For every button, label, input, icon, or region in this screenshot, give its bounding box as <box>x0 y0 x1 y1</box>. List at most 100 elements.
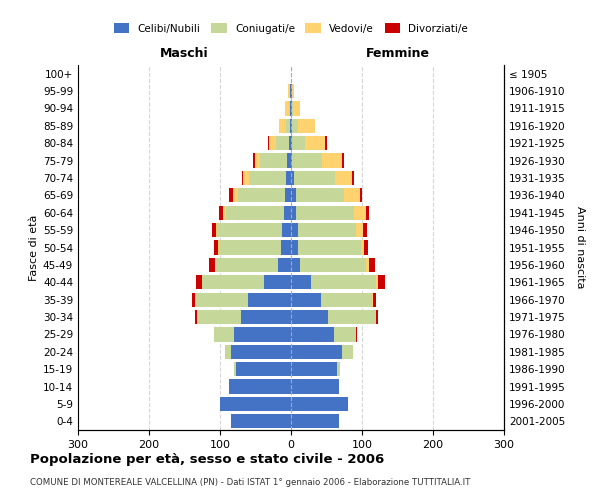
Bar <box>281 240 291 254</box>
Bar <box>291 240 361 254</box>
Bar <box>291 292 321 307</box>
Bar <box>291 118 315 133</box>
Bar <box>253 154 291 168</box>
Bar <box>291 206 354 220</box>
Bar <box>291 102 300 116</box>
Bar <box>233 188 291 202</box>
Y-axis label: Fasce di età: Fasce di età <box>29 214 39 280</box>
Bar <box>283 223 291 237</box>
Bar <box>197 310 291 324</box>
Bar <box>276 136 291 150</box>
Bar <box>202 275 291 289</box>
Bar <box>195 310 291 324</box>
Bar <box>291 328 356 342</box>
Bar <box>229 380 291 394</box>
Bar <box>288 84 291 98</box>
Bar <box>291 118 315 133</box>
Bar <box>223 206 291 220</box>
Bar <box>234 328 291 342</box>
Bar <box>196 275 291 289</box>
Bar <box>212 223 291 237</box>
Bar <box>291 362 340 376</box>
Bar <box>214 240 291 254</box>
Bar <box>291 84 294 98</box>
Bar <box>291 275 377 289</box>
Bar <box>215 258 291 272</box>
Bar <box>229 380 291 394</box>
Bar <box>286 171 291 185</box>
Bar <box>291 275 311 289</box>
Y-axis label: Anni di nascita: Anni di nascita <box>575 206 585 289</box>
Bar <box>291 188 360 202</box>
Bar <box>290 102 291 116</box>
Bar <box>291 310 376 324</box>
Bar <box>291 258 375 272</box>
Bar <box>214 328 291 342</box>
Text: Maschi: Maschi <box>160 47 209 60</box>
Bar <box>291 240 298 254</box>
Bar <box>289 102 291 116</box>
Bar <box>255 154 291 168</box>
Bar <box>291 136 292 150</box>
Bar <box>220 397 291 411</box>
Bar <box>242 171 291 185</box>
Bar <box>291 154 292 168</box>
Bar <box>284 206 291 220</box>
Bar <box>249 171 291 185</box>
Bar <box>278 258 291 272</box>
Bar <box>291 344 353 359</box>
Bar <box>234 362 291 376</box>
Bar <box>214 328 291 342</box>
Bar <box>290 84 291 98</box>
Bar <box>291 344 353 359</box>
Bar <box>230 414 291 428</box>
Bar <box>229 380 291 394</box>
Bar <box>291 328 356 342</box>
Bar <box>291 328 334 342</box>
Bar <box>226 206 291 220</box>
Bar <box>234 362 291 376</box>
Bar <box>291 362 340 376</box>
Bar <box>291 275 385 289</box>
Bar <box>195 292 291 307</box>
Bar <box>289 136 291 150</box>
Bar <box>291 171 352 185</box>
Legend: Celibi/Nubili, Coniugati/e, Vedovi/e, Divorziati/e: Celibi/Nubili, Coniugati/e, Vedovi/e, Di… <box>110 19 472 38</box>
Bar <box>225 344 291 359</box>
Bar <box>220 397 291 411</box>
Bar <box>291 102 293 116</box>
Bar <box>260 154 291 168</box>
Bar <box>288 84 291 98</box>
Bar <box>216 258 291 272</box>
Bar <box>291 362 337 376</box>
Bar <box>291 414 339 428</box>
Bar <box>291 310 376 324</box>
Bar <box>291 292 376 307</box>
Bar <box>287 154 291 168</box>
Bar <box>291 188 344 202</box>
Bar <box>220 397 291 411</box>
Bar <box>291 84 292 98</box>
Bar <box>230 414 291 428</box>
Bar <box>291 397 348 411</box>
Bar <box>291 310 328 324</box>
Bar <box>268 136 291 150</box>
Bar <box>264 275 291 289</box>
Bar <box>286 102 291 116</box>
Bar <box>291 344 342 359</box>
Text: COMUNE DI MONTEREALE VALCELLINA (PN) - Dati ISTAT 1° gennaio 2006 - Elaborazione: COMUNE DI MONTEREALE VALCELLINA (PN) - D… <box>30 478 470 487</box>
Bar <box>291 188 296 202</box>
Bar <box>195 292 291 307</box>
Bar <box>291 223 356 237</box>
Text: Femmine: Femmine <box>365 47 430 60</box>
Bar <box>291 206 365 220</box>
Bar <box>291 171 354 185</box>
Bar <box>291 154 322 168</box>
Bar <box>291 136 325 150</box>
Bar <box>218 240 291 254</box>
Bar <box>216 223 291 237</box>
Bar <box>291 206 369 220</box>
Bar <box>291 344 353 359</box>
Bar <box>291 380 339 394</box>
Bar <box>291 380 339 394</box>
